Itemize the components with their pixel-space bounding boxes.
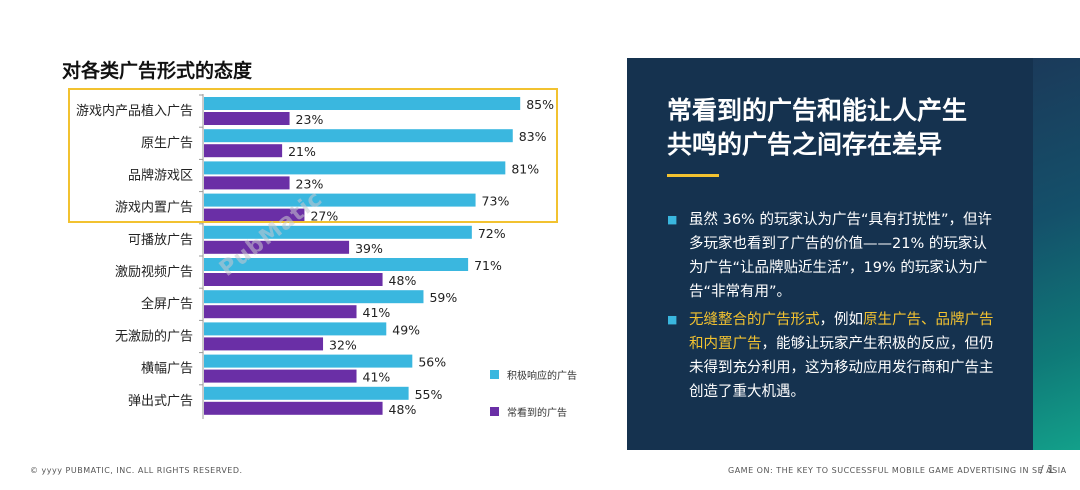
bar-seen [204, 305, 357, 319]
bar-seen [204, 112, 290, 125]
category-label: 可播放广告 [128, 233, 193, 248]
highlight-formats: 原生广告、品牌广告和内置广告 [689, 312, 994, 352]
data-label: 27% [310, 209, 338, 224]
legend-swatch [490, 370, 499, 379]
category-label: 全屏广告 [141, 296, 193, 312]
bar-seen [204, 208, 305, 222]
bar-positive [204, 225, 472, 239]
bar-chart: 游戏内产品植入广告 85% 23% 原生广告 83% 21% 品牌游戏区 81% 23% 游戏内置… [76, 94, 577, 419]
data-label: 83% [519, 129, 547, 144]
panel-title-line2: 共鸣的广告之间存在差异 [667, 130, 943, 159]
panel-title-line1: 常看到的广告和能让人产生 [667, 96, 968, 125]
data-label: 41% [363, 305, 391, 320]
data-label: 49% [392, 322, 420, 337]
data-label: 48% [389, 402, 417, 417]
bullet-2: ■ 无缝整合的广告形式，例如原生广告、品牌广告和内置广告，能够让玩家产生积极的反… [667, 308, 997, 404]
data-label: 81% [511, 161, 539, 176]
category-label: 原生广告 [141, 136, 193, 151]
bar-seen [204, 240, 350, 254]
data-label: 48% [389, 273, 417, 288]
panel-title: 常看到的广告和能让人产生 共鸣的广告之间存在差异 [667, 94, 1007, 162]
bar-seen [204, 369, 357, 383]
bullet-square-icon: ■ [667, 213, 678, 226]
data-label: 39% [355, 241, 383, 256]
data-label: 32% [329, 337, 357, 352]
bar-positive [204, 386, 409, 400]
insight-panel: 常看到的广告和能让人产生 共鸣的广告之间存在差异 ■ 虽然 36% 的玩家认为广… [627, 58, 1033, 450]
footer-report-title: GAME ON: THE KEY TO SUCCESSFUL MOBILE GA… [728, 466, 1067, 475]
category-label: 弹出式广告 [128, 394, 193, 409]
category-label: 游戏内置广告 [115, 200, 193, 216]
highlight-box [68, 88, 558, 223]
bar-positive [204, 258, 469, 271]
bar-seen [204, 401, 383, 415]
legend-label: 常看到的广告 [507, 406, 567, 419]
bullet-1: ■ 虽然 36% 的玩家认为广告“具有打扰性”，但许多玩家也看到了广告的价值——… [667, 208, 997, 304]
data-label: 56% [418, 355, 446, 370]
data-label: 85% [526, 97, 554, 112]
bar-seen [204, 273, 383, 286]
chart-title: 对各类广告形式的态度 [62, 60, 253, 82]
data-label: 71% [474, 258, 502, 273]
page-number: / 1 [1040, 463, 1055, 476]
data-label: 55% [415, 387, 443, 402]
legend-label: 积极响应的广告 [507, 369, 577, 382]
category-label: 游戏内产品植入广告 [76, 103, 193, 119]
data-label: 21% [288, 144, 316, 159]
data-label: 73% [482, 194, 510, 209]
bullet-1-text: 虽然 36% 的玩家认为广告“具有打扰性”，但许多玩家也看到了广告的价值——21… [689, 212, 992, 300]
category-label: 横幅广告 [141, 362, 193, 377]
bar-positive [204, 193, 476, 207]
bullet-square-icon: ■ [667, 313, 678, 326]
data-label: 41% [363, 370, 391, 385]
bullet-2-text: 无缝整合的广告形式，例如原生广告、品牌广告和内置广告，能够让玩家产生积极的反应，… [667, 308, 997, 404]
bar-positive [204, 290, 424, 304]
category-label: 品牌游戏区 [128, 167, 193, 183]
footer-copyright: © yyyy PUBMATIC, INC. ALL RIGHTS RESERVE… [30, 466, 243, 475]
category-label: 激励视频广告 [115, 265, 193, 280]
bar-seen [204, 337, 324, 351]
bar-positive [204, 129, 513, 143]
data-label: 23% [296, 112, 324, 127]
panel-accent-stripe [1033, 58, 1080, 450]
bullet-2-mid: ，例如 [819, 312, 864, 328]
category-label: 无激励的广告 [115, 328, 193, 344]
data-label: 23% [296, 176, 324, 191]
bar-positive [204, 97, 521, 110]
bar-seen [204, 144, 283, 158]
bullet-2-rest: ，能够让玩家产生积极的反应，但仍未得到充分利用，这为移动应用发行商和广告主创造了… [689, 336, 994, 400]
bar-positive [204, 354, 413, 368]
panel-divider [667, 174, 719, 177]
data-label: 72% [478, 226, 506, 241]
highlight-seamless: 无缝整合的广告形式 [689, 312, 820, 328]
legend-swatch [490, 407, 499, 416]
bar-positive [204, 161, 506, 175]
data-label: 59% [429, 290, 457, 305]
bar-positive [204, 322, 387, 336]
bar-seen [204, 176, 290, 190]
